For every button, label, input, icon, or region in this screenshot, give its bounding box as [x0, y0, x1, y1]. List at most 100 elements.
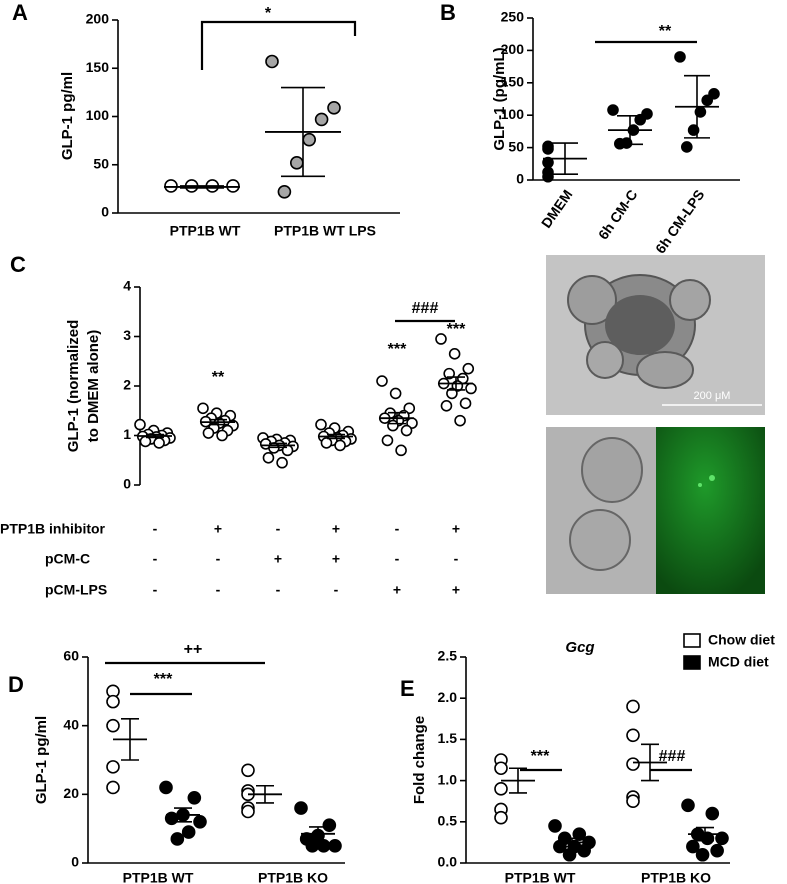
- condition-sign: -: [334, 582, 339, 598]
- significance-label: *: [265, 5, 272, 22]
- data-point: [381, 434, 394, 447]
- data-point: [289, 156, 304, 170]
- data-point: [328, 839, 342, 853]
- data-point: [626, 699, 640, 714]
- condition-label: PTP1B inhibitor: [0, 521, 106, 537]
- data-point: [265, 54, 279, 69]
- significance-label: **: [212, 369, 225, 386]
- y-tick-label: 0: [516, 171, 524, 187]
- x-tick-label: PTP1B KO: [258, 870, 328, 884]
- panel-letter: B: [440, 0, 456, 25]
- data-point: [443, 367, 455, 380]
- data-point: [241, 804, 255, 819]
- error-bar: [146, 433, 164, 439]
- data-point: [695, 847, 710, 862]
- significance-label: ***: [154, 671, 173, 688]
- y-tick-label: 100: [501, 106, 525, 122]
- significance-label: ***: [388, 341, 407, 358]
- data-point: [400, 424, 413, 437]
- panel-letter: C: [10, 252, 26, 277]
- condition-sign: -: [153, 551, 158, 567]
- data-point: [674, 51, 686, 63]
- y-tick-label: 0: [101, 204, 109, 220]
- y-axis-label: to DMEM alone): [85, 330, 102, 443]
- legend-label: MCD diet: [708, 654, 769, 670]
- y-tick-label: 60: [63, 648, 79, 664]
- data-point: [226, 179, 240, 193]
- error-bar: [563, 837, 581, 848]
- data-point: [322, 818, 337, 833]
- y-tick-label: 1.5: [438, 730, 458, 746]
- data-point: [181, 825, 196, 839]
- y-tick-label: 1.0: [438, 771, 458, 787]
- y-tick-label: 0.0: [438, 854, 458, 870]
- data-point: [314, 112, 329, 127]
- micrograph-top: 200 μM: [546, 255, 765, 415]
- y-tick-label: 2: [123, 377, 131, 393]
- error-bar: [281, 86, 325, 178]
- data-point: [241, 763, 255, 778]
- data-point: [454, 414, 466, 427]
- data-point: [465, 382, 477, 395]
- data-point: [389, 387, 402, 400]
- data-point: [134, 418, 146, 431]
- data-point: [680, 141, 693, 153]
- y-tick-label: 250: [501, 9, 525, 25]
- y-axis-label: GLP-1 (pg/mL): [491, 47, 508, 150]
- data-point: [106, 694, 120, 709]
- y-axis-label: Fold change: [411, 716, 428, 804]
- condition-sign: +: [274, 551, 282, 567]
- error-bar: [684, 74, 710, 139]
- y-tick-label: 2.5: [438, 648, 458, 664]
- legend-swatch: [683, 655, 701, 670]
- data-point: [170, 832, 185, 846]
- data-point: [106, 780, 120, 795]
- scale-bar-label: 200 μM: [694, 390, 731, 402]
- y-tick-label: 40: [63, 716, 79, 732]
- data-point: [302, 132, 317, 147]
- data-point: [187, 790, 202, 805]
- condition-sign: -: [395, 551, 400, 567]
- error-bar: [309, 826, 327, 842]
- error-bar: [269, 442, 287, 449]
- panel-letter: E: [400, 676, 415, 701]
- data-point: [494, 761, 508, 776]
- condition-sign: +: [332, 521, 340, 537]
- data-point: [216, 429, 228, 442]
- data-point: [315, 418, 327, 431]
- data-point: [705, 806, 720, 821]
- condition-sign: +: [393, 582, 401, 598]
- x-tick-label: PTP1B KO: [641, 870, 711, 884]
- data-point: [262, 451, 275, 464]
- data-point: [494, 810, 508, 825]
- data-point: [542, 143, 554, 155]
- data-point: [440, 399, 453, 412]
- data-point: [327, 101, 341, 115]
- data-point: [708, 88, 720, 100]
- data-point: [446, 387, 458, 400]
- error-bar: [209, 418, 227, 426]
- y-tick-label: 4: [123, 278, 131, 294]
- y-axis-label: GLP-1 (normalized: [65, 320, 82, 453]
- y-tick-label: 150: [501, 74, 525, 90]
- condition-sign: +: [452, 521, 460, 537]
- y-tick-label: 0: [123, 476, 131, 492]
- legend-label: Chow diet: [708, 632, 775, 648]
- error-bar: [641, 743, 659, 782]
- condition-label: pCM-C: [45, 551, 90, 567]
- data-point: [202, 427, 215, 439]
- data-point: [710, 843, 724, 858]
- y-tick-label: 2.0: [438, 689, 458, 705]
- data-point: [435, 333, 447, 345]
- data-point: [334, 439, 346, 452]
- y-axis-label: GLP-1 pg/ml: [33, 716, 50, 804]
- micrograph-bottom-right: [656, 427, 765, 594]
- y-tick-label: 0.5: [438, 813, 458, 829]
- data-point: [542, 170, 554, 183]
- condition-sign: -: [216, 582, 221, 598]
- data-point: [607, 104, 619, 116]
- error-bar: [256, 784, 274, 804]
- data-point: [577, 843, 591, 858]
- significance-label: ***: [447, 321, 466, 338]
